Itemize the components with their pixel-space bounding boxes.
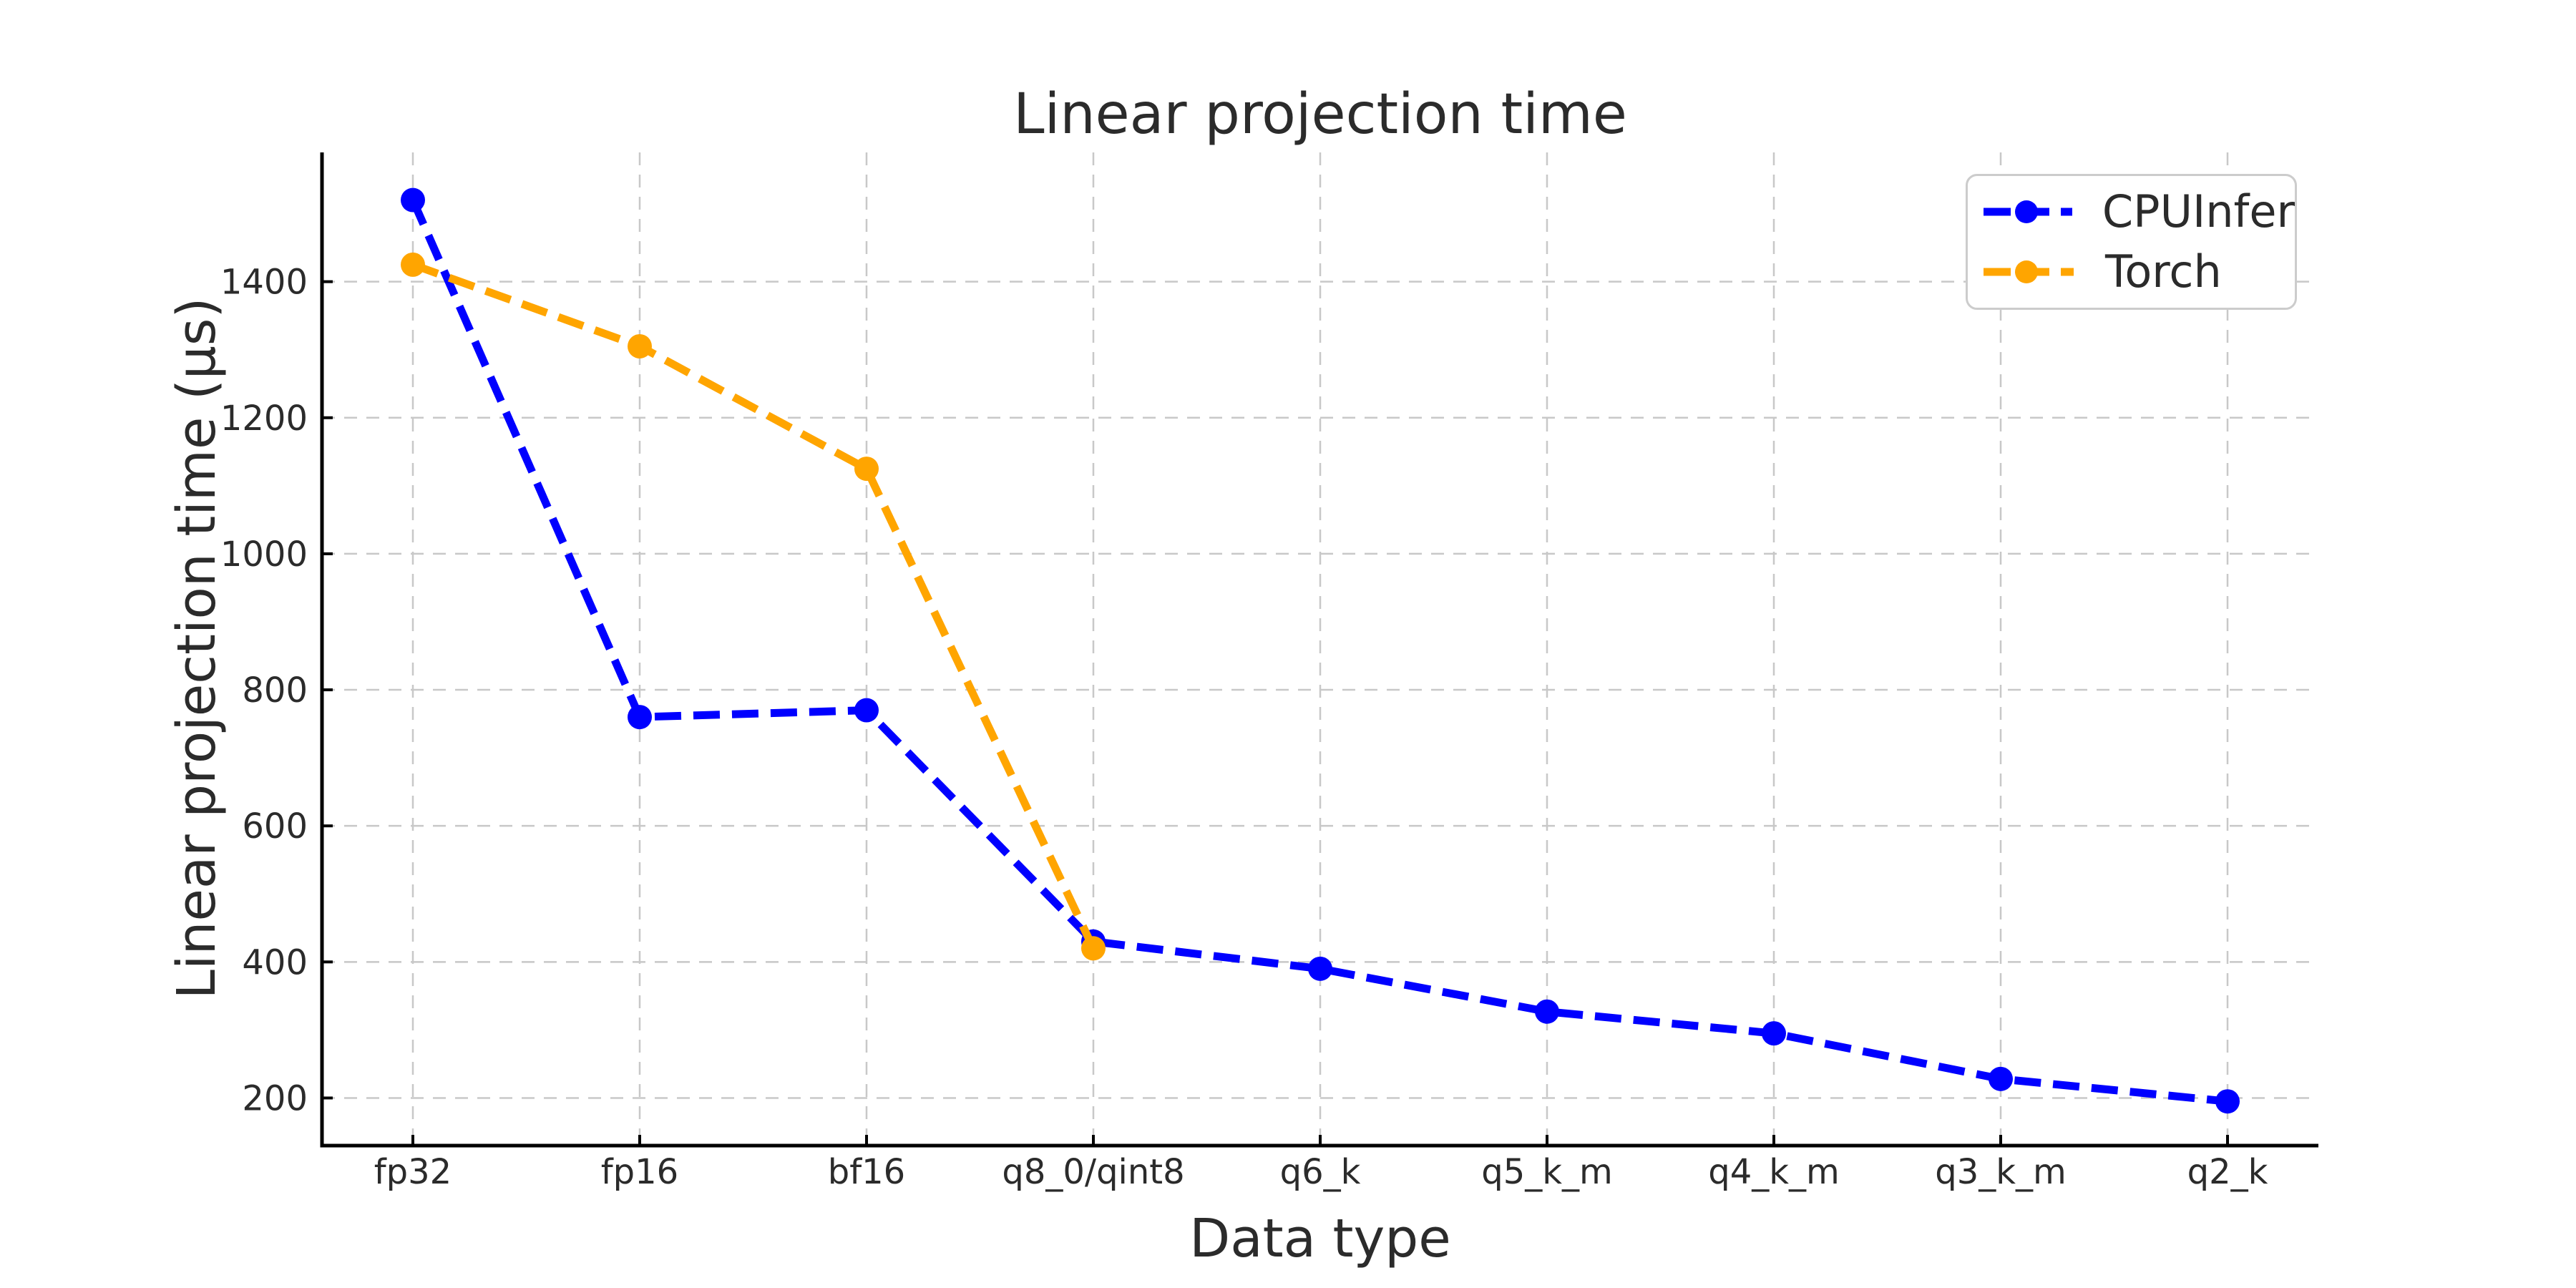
data-point <box>401 252 425 277</box>
axes: 200 400 600 800 1000 1200 1400 fp32 fp16 bf16 q8_0… <box>220 152 2318 1192</box>
y-tick-label: 1000 <box>220 535 308 575</box>
y-tick-label: 600 <box>242 806 308 847</box>
x-tick-label: q4_k_m <box>1708 1152 1840 1192</box>
series-Torch <box>401 252 1106 961</box>
grid <box>322 152 2318 1146</box>
x-tick-label: q3_k_m <box>1935 1152 2067 1192</box>
data-point <box>2215 1089 2240 1114</box>
y-axis-label: Linear projection time (µs) <box>166 297 228 1000</box>
legend-entry-Torch: Torch <box>1982 247 2295 297</box>
data-point <box>1762 1021 1786 1046</box>
y-tick-label: 1200 <box>220 399 308 439</box>
data-point <box>1308 956 1332 981</box>
legend-line-sample <box>1984 200 2072 223</box>
x-tick-label: fp32 <box>374 1152 452 1192</box>
y-tick-label: 800 <box>242 670 308 711</box>
data-point <box>628 333 652 358</box>
x-tick-label: fp16 <box>601 1152 678 1192</box>
data-point <box>854 698 879 723</box>
legend-marker <box>2015 200 2038 223</box>
data-point <box>1535 999 1559 1024</box>
data-point <box>1081 936 1106 961</box>
x-tick-label: q5_k_m <box>1481 1152 1613 1192</box>
series-line <box>411 260 1097 950</box>
legend-entry-CPUInfer: CPUInfer <box>1982 187 2295 237</box>
legend-line-sample <box>1984 260 2074 283</box>
data-point <box>628 705 652 730</box>
legend-label: Torch <box>2105 245 2222 298</box>
x-tick-label: bf16 <box>828 1152 905 1192</box>
data-point <box>854 457 879 482</box>
data-point <box>401 187 425 213</box>
x-axis-label: Data type <box>1189 1208 1451 1269</box>
x-tick-label: q8_0/qint8 <box>1002 1152 1184 1192</box>
legend: CPUInfer Torch <box>1966 174 2297 310</box>
x-tick-label: q6_k <box>1280 1152 1361 1192</box>
y-tick-label: 400 <box>242 942 308 982</box>
series-line <box>409 198 2228 1106</box>
data-point <box>1989 1066 2013 1091</box>
y-tick-label: 200 <box>242 1078 308 1118</box>
y-tick-label: 1400 <box>220 263 308 303</box>
legend-marker <box>2015 260 2038 283</box>
x-tick-label: q2_k <box>2187 1152 2268 1192</box>
legend-label: CPUInfer <box>2102 185 2295 238</box>
chart-title: Linear projection time <box>1013 82 1627 147</box>
